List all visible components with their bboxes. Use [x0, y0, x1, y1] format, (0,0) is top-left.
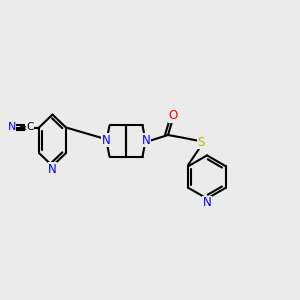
Text: N: N — [101, 134, 110, 147]
Text: ≡: ≡ — [19, 122, 28, 133]
Text: S: S — [197, 136, 205, 149]
Text: N: N — [48, 163, 57, 176]
Text: N: N — [202, 196, 211, 209]
Text: N: N — [142, 134, 151, 147]
Text: N: N — [8, 122, 16, 133]
Text: C: C — [26, 122, 33, 132]
Text: O: O — [169, 109, 178, 122]
